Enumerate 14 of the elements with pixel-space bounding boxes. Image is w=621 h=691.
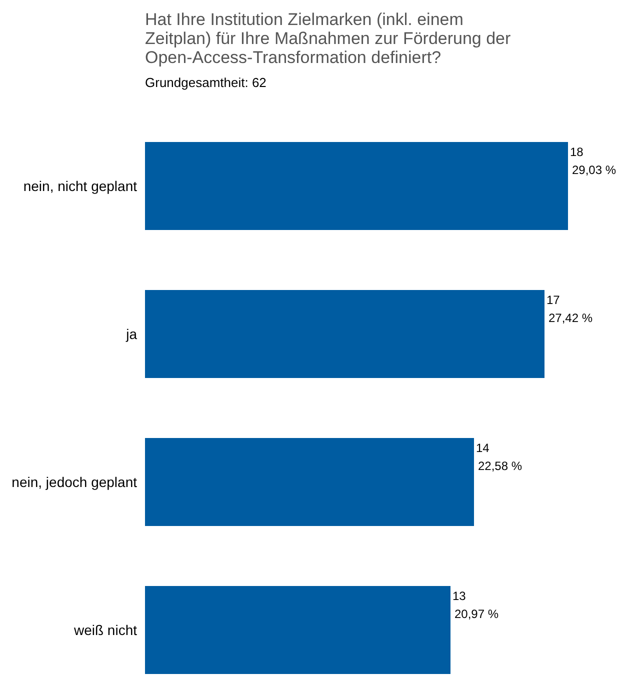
y-tick-label: nein, nicht geplant — [23, 178, 138, 194]
chart-title: Hat Ihre Institution Zielmarken (inkl. einem Zeitplan) für Ihre Maßnahmen zur Förderung der Open-Access-Transformation definiert? — [145, 9, 512, 67]
bar — [145, 142, 568, 230]
data-label: 18 29,03 % — [570, 145, 616, 177]
bar — [145, 586, 450, 674]
y-tick-label: nein, jedoch geplant — [12, 474, 138, 490]
y-tick-label: weiß nicht — [72, 622, 138, 638]
data-label: 17 27,42 % — [546, 293, 593, 325]
chart-subtitle: Grundgesamtheit: 62 — [145, 75, 268, 90]
data-label: 13 20,97 % — [452, 589, 499, 621]
data-label: 14 22,58 % — [476, 441, 522, 473]
y-tick-label: ja — [125, 326, 138, 342]
bar — [145, 290, 544, 378]
bar — [145, 438, 474, 526]
